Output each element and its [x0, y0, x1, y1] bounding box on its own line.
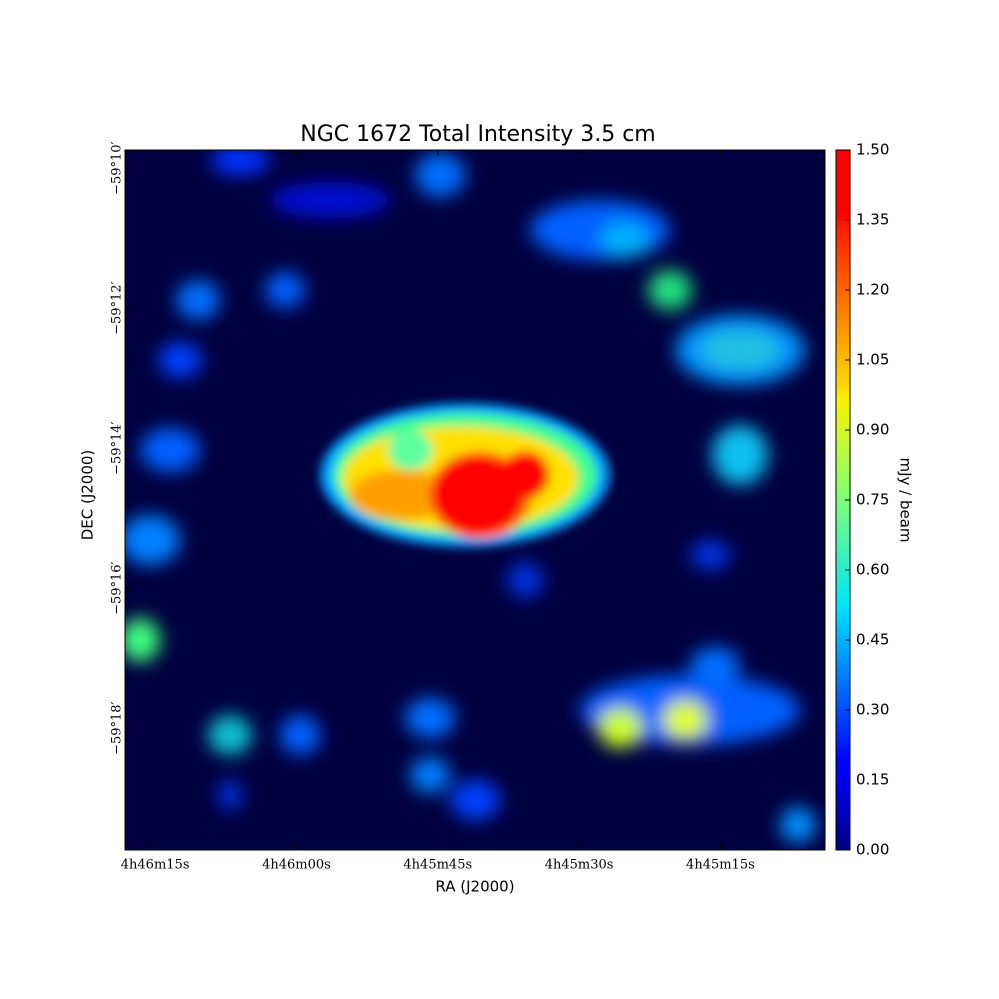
- x-tick-label: 4h46m00s: [262, 858, 331, 873]
- colorbar-tick-label: 0.00: [856, 841, 889, 859]
- y-tick-label: −59°16′: [110, 561, 125, 614]
- chart-title: NGC 1672 Total Intensity 3.5 cm: [300, 122, 655, 147]
- y-tick-label: −59°14′: [110, 421, 125, 474]
- y-tick-label: −59°18′: [110, 701, 125, 754]
- y-tick-label: −59°12′: [110, 281, 125, 334]
- colorbar-tick-label: 0.90: [856, 421, 889, 439]
- y-axis-label: DEC (J2000): [79, 450, 97, 541]
- colorbar-tick-label: 1.35: [856, 211, 889, 229]
- colorbar-tick-label: 0.60: [856, 561, 889, 579]
- colorbar-tick-label: 1.05: [856, 351, 889, 369]
- colorbar-tick-label: 0.15: [856, 771, 889, 789]
- colorbar-tick-label: 0.75: [856, 491, 889, 509]
- colorbar-tick-label: 1.20: [856, 281, 889, 299]
- colorbar-tick-label: 1.50: [856, 141, 889, 159]
- colorbar-tick-label: 0.30: [856, 701, 889, 719]
- x-tick-label: 4h46m15s: [121, 858, 190, 873]
- x-axis-label: RA (J2000): [435, 878, 514, 896]
- plot-frame: [124, 149, 826, 851]
- colorbar-label: mJy / beam: [897, 457, 915, 542]
- colorbar-tick-label: 0.45: [856, 631, 889, 649]
- intensity-image: [125, 150, 825, 850]
- x-tick-label: 4h45m45s: [403, 858, 472, 873]
- x-tick-label: 4h45m15s: [686, 858, 755, 873]
- x-tick-label: 4h45m30s: [545, 858, 614, 873]
- y-tick-label: −59°10′: [110, 141, 125, 194]
